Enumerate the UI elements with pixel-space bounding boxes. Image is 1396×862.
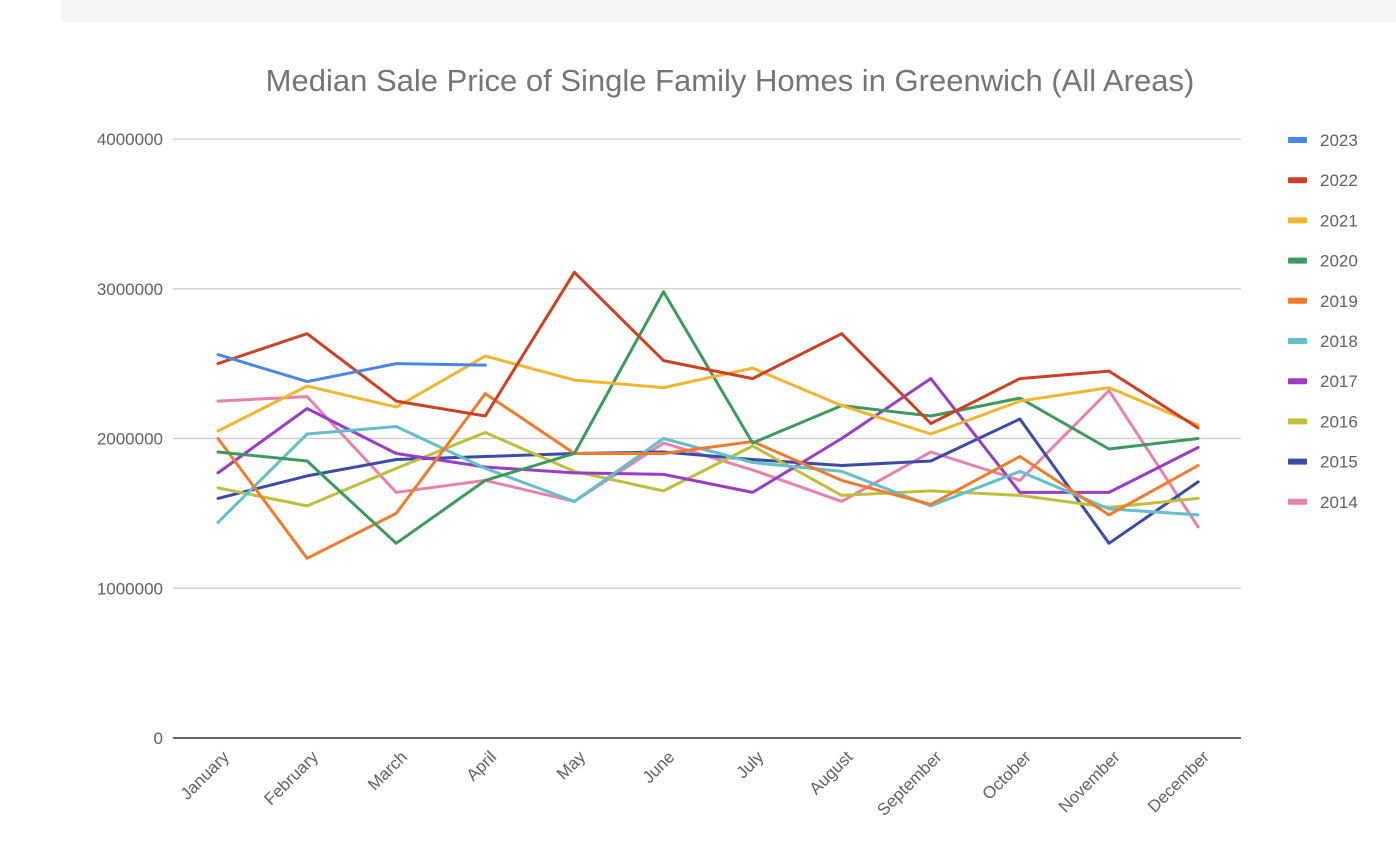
legend-item-2020: 2020 bbox=[1288, 252, 1358, 271]
series-line-2022 bbox=[216, 270, 1200, 430]
legend-swatch bbox=[1288, 418, 1307, 425]
legend-item-2022: 2022 bbox=[1288, 171, 1358, 190]
x-tick-label: March bbox=[364, 747, 411, 794]
x-tick-label: April bbox=[463, 747, 500, 784]
series-line-2015 bbox=[216, 417, 1200, 545]
legend-label: 2015 bbox=[1320, 453, 1358, 472]
y-tick-label: 3000000 bbox=[97, 280, 163, 299]
x-tick-label: June bbox=[639, 747, 679, 787]
series-line-2019 bbox=[216, 392, 1200, 560]
legend-swatch bbox=[1288, 338, 1307, 344]
y-tick-label: 1000000 bbox=[97, 579, 163, 598]
series-line-2017 bbox=[216, 377, 1200, 494]
x-tick-label: August bbox=[806, 747, 857, 798]
y-tick-label: 4000000 bbox=[97, 130, 163, 149]
legend-swatch bbox=[1288, 177, 1307, 184]
legend-item-2023: 2023 bbox=[1288, 131, 1358, 150]
legend-label: 2014 bbox=[1320, 493, 1358, 512]
legend-item-2015: 2015 bbox=[1288, 453, 1358, 472]
series-line-2021 bbox=[216, 354, 1200, 436]
series-lines bbox=[216, 270, 1200, 560]
grid-lines bbox=[173, 138, 1241, 739]
x-tick-label: February bbox=[260, 747, 322, 809]
legend-swatch bbox=[1288, 458, 1307, 465]
legend-swatch bbox=[1288, 137, 1307, 143]
legend-label: 2019 bbox=[1320, 292, 1358, 311]
legend-item-2019: 2019 bbox=[1288, 292, 1358, 311]
top-bar bbox=[61, 0, 1396, 22]
x-tick-label: September bbox=[873, 747, 945, 819]
series-line-2023 bbox=[216, 353, 487, 384]
legend-swatch bbox=[1288, 257, 1307, 264]
legend-label: 2022 bbox=[1320, 171, 1358, 190]
legend: 2023 2022 2021 2020 2019 2018 2017 2016 2015 2014 bbox=[1288, 131, 1358, 512]
legend-swatch bbox=[1288, 498, 1307, 505]
series-line-2016 bbox=[216, 431, 1200, 509]
y-tick-label: 2000000 bbox=[97, 430, 163, 449]
x-tick-label: January bbox=[177, 747, 234, 804]
x-tick-label: October bbox=[979, 747, 1035, 803]
x-tick-label: July bbox=[733, 747, 768, 782]
legend-label: 2018 bbox=[1320, 332, 1358, 351]
legend-label: 2017 bbox=[1320, 372, 1358, 391]
legend-item-2017: 2017 bbox=[1288, 372, 1358, 391]
legend-item-2021: 2021 bbox=[1288, 211, 1358, 230]
legend-item-2018: 2018 bbox=[1288, 332, 1358, 351]
x-tick-label: December bbox=[1144, 747, 1213, 816]
legend-label: 2023 bbox=[1320, 131, 1358, 150]
series-line-2014 bbox=[216, 389, 1200, 529]
chart-title: Median Sale Price of Single Family Homes… bbox=[266, 63, 1195, 98]
legend-label: 2016 bbox=[1320, 412, 1358, 431]
legend-swatch bbox=[1288, 297, 1307, 304]
legend-label: 2021 bbox=[1320, 211, 1358, 230]
legend-item-2016: 2016 bbox=[1288, 412, 1358, 431]
y-tick-label: 0 bbox=[154, 729, 163, 748]
x-tick-label: November bbox=[1055, 747, 1124, 816]
x-axis-ticks: January February March April May June July Augu… bbox=[177, 747, 1214, 820]
y-axis-ticks: 0 1000000 2000000 3000000 4000000 bbox=[97, 130, 163, 748]
legend-swatch bbox=[1288, 378, 1307, 385]
legend-item-2014: 2014 bbox=[1288, 493, 1358, 512]
legend-swatch bbox=[1288, 217, 1307, 224]
series-line-2020 bbox=[216, 290, 1200, 545]
x-tick-label: May bbox=[553, 747, 589, 783]
legend-label: 2020 bbox=[1320, 252, 1358, 271]
series-line-2018 bbox=[216, 425, 1200, 524]
